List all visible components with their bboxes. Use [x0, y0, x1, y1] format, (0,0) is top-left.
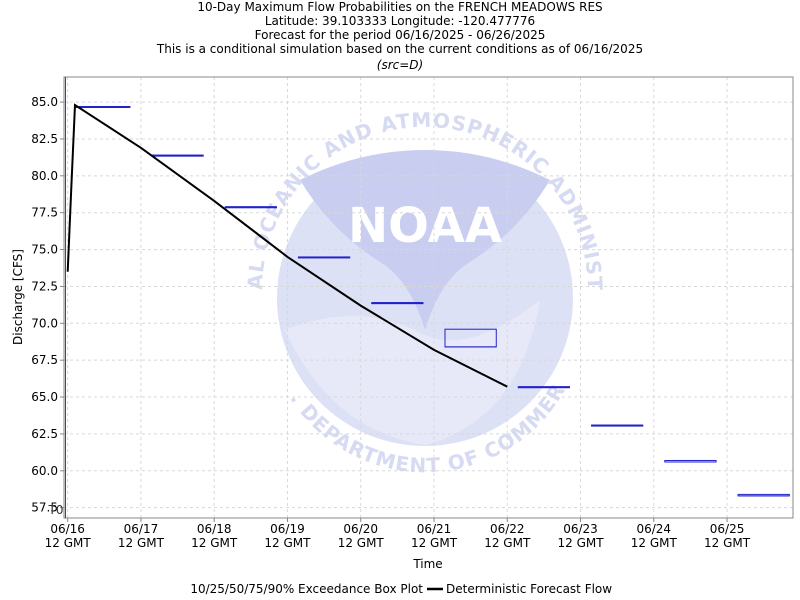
y-tick-label: 57.5: [31, 501, 58, 515]
y-tick-label: 77.5: [31, 206, 58, 220]
y-tick-label: 85.0: [31, 95, 58, 109]
x-tick-label-date: 06/21: [417, 522, 452, 536]
exceedance-box: [371, 302, 424, 305]
y-tick-label: 65.0: [31, 390, 58, 404]
deterministic-forecast-line: [66, 103, 508, 388]
x-tick-label-time: 12 GMT: [557, 536, 604, 550]
x-tick-label-time: 12 GMT: [411, 536, 458, 550]
exceedance-box: [444, 328, 497, 348]
title-line-2: Latitude: 39.103333 Longitude: -120.4777…: [265, 14, 535, 28]
exceedance-box: [151, 154, 204, 157]
y-tick-label: 62.5: [31, 427, 58, 441]
x-tick-label-date: 06/16: [50, 522, 85, 536]
y-tick-label: 67.5: [31, 353, 58, 367]
x-axis-label: Time: [412, 557, 442, 571]
y-tick-label: 82.5: [31, 132, 58, 146]
y-tick-label: 70.0: [31, 316, 58, 330]
grid: [64, 77, 793, 518]
title-line-4: This is a conditional simulation based o…: [156, 42, 643, 56]
plot-area: [63, 76, 794, 519]
x-tick-label-date: 06/17: [124, 522, 159, 536]
x-tick-label-time: 12 GMT: [484, 536, 531, 550]
y-tick-label: 72.5: [31, 279, 58, 293]
x-tick-label-time: 12 GMT: [631, 536, 678, 550]
exceedance-box: [297, 256, 351, 259]
exceedance-box: [737, 493, 790, 497]
x-tick-label-time: 12 GMT: [191, 536, 238, 550]
y-tick-label: 60.0: [31, 464, 58, 478]
x-tick-label-date: 06/23: [563, 522, 598, 536]
t0-marker: T0: [47, 77, 66, 518]
x-tick-label-time: 12 GMT: [704, 536, 751, 550]
x-tick-label-date: 06/20: [343, 522, 378, 536]
y-tick-label: 75.0: [31, 243, 58, 257]
x-tick-label-time: 12 GMT: [118, 536, 165, 550]
x-tick-label-time: 12 GMT: [264, 536, 311, 550]
x-tick-label-time: 12 GMT: [45, 536, 92, 550]
legend: 10/25/50/75/90% Exceedance Box Plot Dete…: [190, 582, 612, 596]
title-line-3: Forecast for the period 06/16/2025 - 06/…: [255, 28, 546, 42]
chart-subtitle: (src=D): [377, 58, 423, 72]
x-tick-label-date: 06/19: [270, 522, 305, 536]
title-line-1: 10-Day Maximum Flow Probabilities on the…: [197, 0, 602, 14]
noaa-watermark: NOAA NATIONAL OCEANIC AND ATMOSPHERIC AD…: [0, 0, 606, 478]
x-tick-label-time: 12 GMT: [338, 536, 385, 550]
exceedance-box: [74, 105, 131, 108]
exceedance-box: [517, 386, 571, 389]
x-tick-label-date: 06/18: [197, 522, 232, 536]
noaa-emblem-wave: [285, 300, 540, 445]
noaa-logo-text: NOAA: [348, 198, 502, 254]
x-tick-label-date: 06/24: [636, 522, 671, 536]
legend-box-label: 10/25/50/75/90% Exceedance Box Plot: [190, 582, 423, 596]
chart-titles: 10-Day Maximum Flow Probabilities on the…: [156, 0, 643, 72]
deterministic-series: [66, 103, 508, 388]
y-axis: 57.5 60.0 62.5 65.0 67.5 70.0 72.5 75.0 77.5 80.0…: [31, 95, 64, 515]
exceedance-box: [224, 206, 277, 209]
y-axis-label: Discharge [CFS]: [11, 249, 25, 345]
exceedance-boxes: [74, 105, 790, 497]
exceedance-box: [664, 459, 717, 463]
y-tick-label: 80.0: [31, 169, 58, 183]
noaa-emblem-bird: [300, 150, 550, 330]
exceedance-box: [591, 424, 644, 427]
x-tick-label-date: 06/22: [490, 522, 525, 536]
x-tick-label-date: 06/25: [710, 522, 745, 536]
t0-label: T0: [47, 503, 63, 517]
legend-line-label: Deterministic Forecast Flow: [446, 582, 612, 596]
